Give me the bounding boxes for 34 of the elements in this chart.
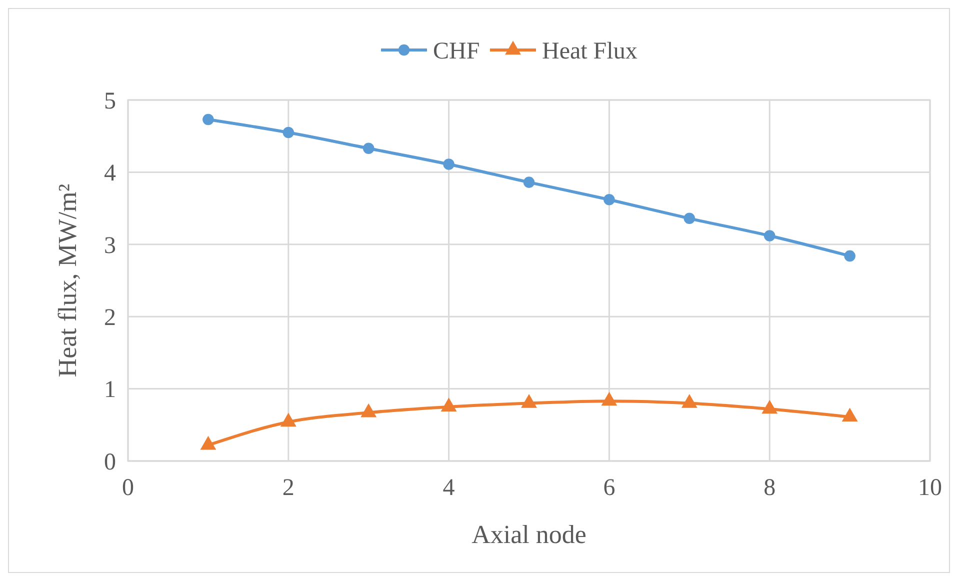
y-tick-label: 0 <box>104 449 116 476</box>
x-tick-label: 10 <box>918 475 942 501</box>
y-axis-title: Heat flux, MW/m² <box>53 184 82 378</box>
x-tick-label: 6 <box>603 475 616 501</box>
point <box>440 398 457 412</box>
point <box>844 250 856 262</box>
y-tick-label: 4 <box>104 160 116 187</box>
y-tick-label: 2 <box>104 305 116 331</box>
y-tick-label: 1 <box>104 377 116 404</box>
point <box>200 436 216 450</box>
x-tick-label: 2 <box>282 475 294 501</box>
point <box>360 403 377 418</box>
point <box>604 194 615 206</box>
point <box>762 400 778 414</box>
point <box>601 392 618 406</box>
point <box>521 394 537 408</box>
point <box>842 408 858 422</box>
x-tick-label: 4 <box>442 475 455 501</box>
point <box>681 394 698 408</box>
point <box>764 230 776 242</box>
y-tick-label: 3 <box>104 232 116 259</box>
point <box>523 176 535 188</box>
point <box>362 142 374 154</box>
legend-label: CHF <box>433 38 480 64</box>
x-tick-label: 0 <box>122 475 134 501</box>
legend-label: Heat Flux <box>542 38 638 64</box>
point <box>684 212 696 224</box>
point <box>280 412 296 427</box>
y-tick-label: 5 <box>104 88 116 114</box>
point <box>202 114 214 126</box>
point <box>282 126 294 138</box>
point <box>443 158 454 170</box>
x-tick-label: 8 <box>764 475 776 501</box>
x-axis-title: Axial node <box>472 520 586 549</box>
